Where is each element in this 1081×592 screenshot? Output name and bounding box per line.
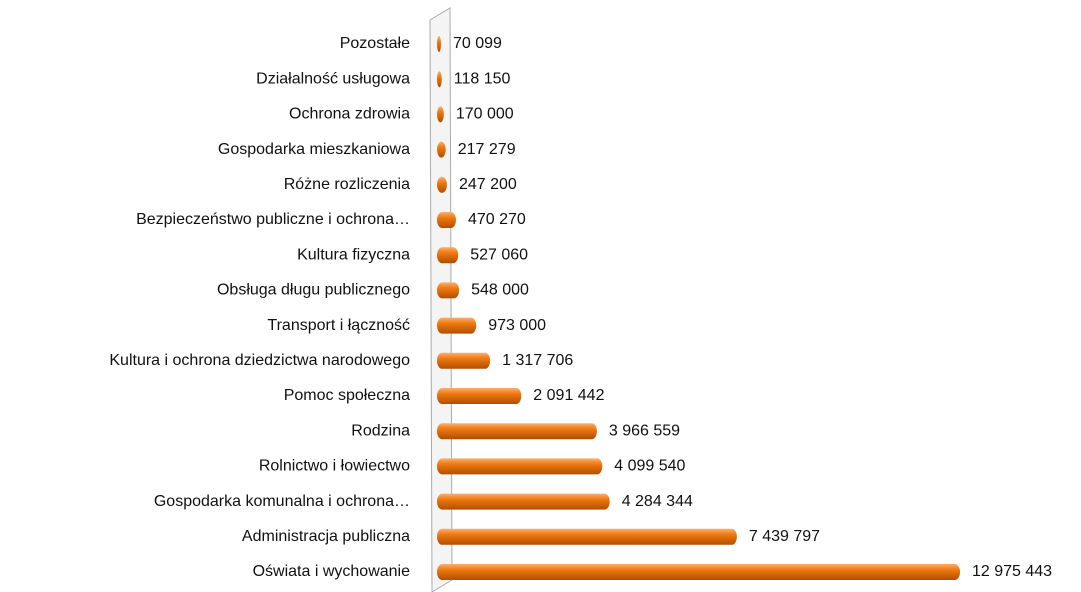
bar xyxy=(437,458,603,475)
value-label: 4 099 540 xyxy=(614,458,685,475)
value-label: 973 000 xyxy=(488,317,546,334)
bar xyxy=(437,388,522,404)
y-tick-label: Oświata i wychowanie xyxy=(253,563,411,580)
value-label: 1 317 706 xyxy=(502,352,573,369)
y-tick-label: Obsługa długu publicznego xyxy=(217,282,410,299)
value-label: 4 284 344 xyxy=(622,493,693,510)
bar xyxy=(437,141,446,158)
y-tick-label: Kultura fizyczna xyxy=(297,246,410,263)
y-tick-label: Rodzina xyxy=(351,422,410,439)
bar xyxy=(437,493,610,510)
y-tick-label: Gospodarka komunalna i ochrona… xyxy=(154,493,410,510)
value-label: 3 966 559 xyxy=(609,422,680,439)
bar xyxy=(437,36,441,52)
bar xyxy=(437,282,460,299)
bar xyxy=(437,317,477,334)
bar xyxy=(437,176,447,193)
value-label: 470 270 xyxy=(468,211,526,228)
bar xyxy=(437,564,961,580)
y-tick-label: Transport i łączność xyxy=(267,317,410,334)
y-tick-label: Pozostałe xyxy=(340,35,410,52)
y-tick-label: Gospodarka mieszkaniowa xyxy=(218,141,410,158)
value-label: 247 200 xyxy=(459,176,517,193)
bar xyxy=(437,71,442,88)
value-label: 217 279 xyxy=(458,141,516,158)
value-label: 12 975 443 xyxy=(972,563,1052,580)
value-label: 70 099 xyxy=(453,35,502,52)
bar xyxy=(437,212,456,228)
value-label: 170 000 xyxy=(456,106,514,123)
y-tick-label: Bezpieczeństwo publiczne i ochrona… xyxy=(136,211,410,228)
value-label: 2 091 442 xyxy=(533,387,604,404)
y-tick-label: Działalność usługowa xyxy=(256,70,410,87)
y-tick-label: Administracja publiczna xyxy=(242,528,410,545)
bar xyxy=(437,528,737,545)
bar xyxy=(437,352,491,369)
y-tick-label: Pomoc społeczna xyxy=(284,387,410,404)
bar xyxy=(437,106,444,123)
value-label: 548 000 xyxy=(471,282,529,299)
bar xyxy=(437,247,459,264)
value-label: 118 150 xyxy=(454,70,511,87)
y-tick-label: Rolnictwo i łowiectwo xyxy=(259,458,410,475)
bar xyxy=(437,423,597,440)
value-label: 527 060 xyxy=(470,246,528,263)
y-tick-label: Różne rozliczenia xyxy=(284,176,410,193)
value-label: 7 439 797 xyxy=(749,528,820,545)
y-tick-label: Ochrona zdrowia xyxy=(289,106,410,123)
y-tick-label: Kultura i ochrona dziedzictwa narodowego xyxy=(109,352,410,369)
